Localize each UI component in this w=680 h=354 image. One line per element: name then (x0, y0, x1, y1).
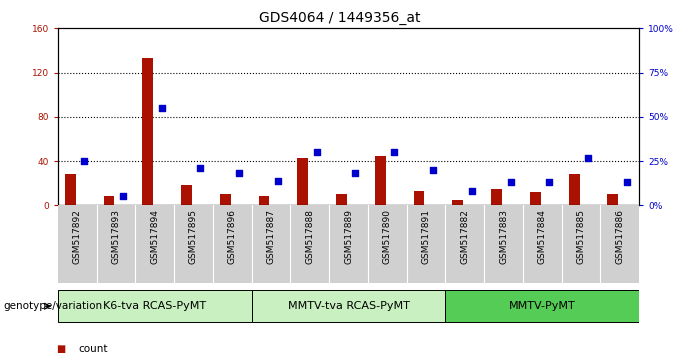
Point (505, 179, 516, 185)
Text: GSM517894: GSM517894 (150, 209, 159, 264)
Point (311, 149, 322, 155)
Text: GSM517895: GSM517895 (189, 209, 198, 264)
Text: ■: ■ (56, 344, 66, 354)
Bar (491, 189, 502, 205)
Text: GSM517886: GSM517886 (615, 209, 624, 264)
Point (583, 155, 594, 160)
Bar (220, 194, 231, 205)
Bar (607, 194, 618, 205)
Text: genotype/variation: genotype/variation (3, 301, 103, 311)
Point (195, 165, 206, 171)
Bar (142, 58, 153, 205)
Bar (297, 158, 308, 205)
Bar (258, 196, 269, 205)
Text: GSM517887: GSM517887 (267, 209, 275, 264)
Point (428, 167, 439, 173)
Point (234, 171, 245, 176)
Text: count: count (78, 344, 107, 354)
Point (622, 179, 632, 185)
Text: MMTV-PyMT: MMTV-PyMT (509, 301, 576, 311)
Text: GSM517885: GSM517885 (577, 209, 585, 264)
Text: GSM517892: GSM517892 (73, 209, 82, 264)
Bar (58, 290, 252, 322)
Bar (530, 192, 541, 205)
Text: K6-tva RCAS-PyMT: K6-tva RCAS-PyMT (103, 301, 206, 311)
Text: GSM517884: GSM517884 (538, 209, 547, 264)
Point (389, 149, 400, 155)
Bar (336, 194, 347, 205)
Text: GSM517890: GSM517890 (383, 209, 392, 264)
Text: GSM517889: GSM517889 (344, 209, 353, 264)
Bar (452, 200, 463, 205)
Text: GSM517896: GSM517896 (228, 209, 237, 264)
Bar (103, 196, 114, 205)
Point (273, 178, 284, 183)
Text: GSM517883: GSM517883 (499, 209, 508, 264)
Text: GDS4064 / 1449356_at: GDS4064 / 1449356_at (259, 11, 421, 25)
Text: GSM517893: GSM517893 (112, 209, 120, 264)
Bar (445, 290, 639, 322)
Bar (252, 290, 445, 322)
Point (79, 158, 90, 164)
Text: MMTV-tva RCAS-PyMT: MMTV-tva RCAS-PyMT (288, 301, 409, 311)
Point (350, 171, 361, 176)
Bar (568, 175, 579, 205)
Point (118, 194, 129, 199)
Text: GSM517888: GSM517888 (305, 209, 314, 264)
Bar (181, 185, 192, 205)
Bar (58, 205, 639, 283)
Bar (375, 155, 386, 205)
Text: GSM517882: GSM517882 (460, 209, 469, 264)
Bar (413, 191, 424, 205)
Point (466, 188, 477, 194)
Point (156, 105, 167, 111)
Text: GSM517891: GSM517891 (422, 209, 430, 264)
Bar (65, 175, 75, 205)
Point (544, 179, 555, 185)
